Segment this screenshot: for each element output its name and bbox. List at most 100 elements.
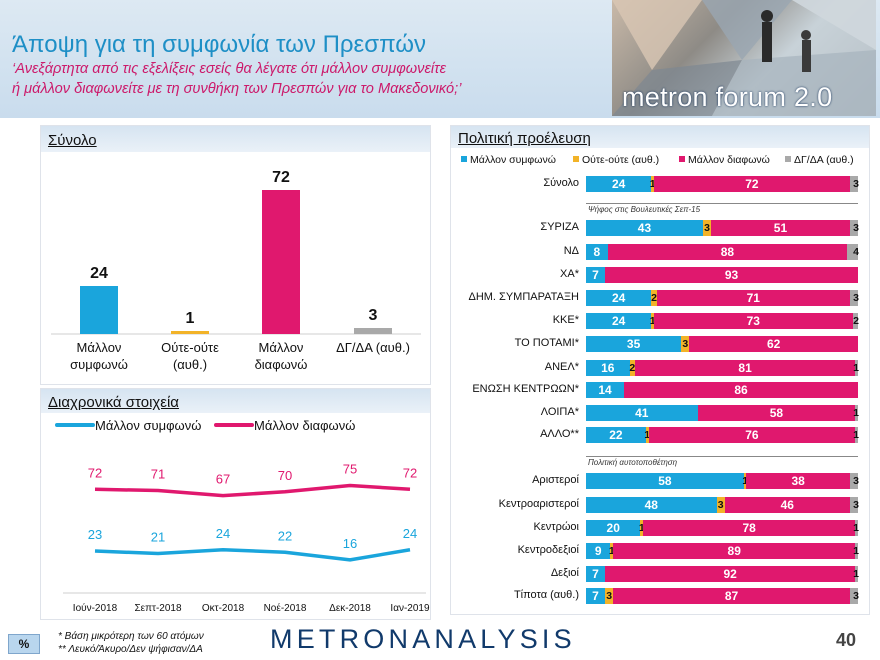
stack-segment (656, 290, 850, 306)
row-label: Δεξιοί (550, 567, 579, 579)
stack-segment (586, 220, 703, 236)
stack-segment (855, 543, 858, 559)
total-panel: Σύνολο 24 Μάλλον συμφωνώ 1 Ούτε-ούτε (αυθ.) 72… (40, 125, 431, 385)
group-separator (586, 203, 858, 204)
row-label: Κεντροαριστεροί (498, 498, 579, 510)
row-label: ΔΗΜ. ΣΥΜΠΑΡΑΤΑΞΗ (468, 291, 579, 303)
stack-segment (648, 427, 856, 443)
trend-x-tick: Ιαν-2019 (390, 603, 430, 614)
stack-segment-value: 1 (853, 522, 859, 534)
stack-segment (855, 566, 858, 582)
group-note: Ψήφος στις Βουλευτικές Σεπ-15 (588, 205, 701, 214)
legend-dk: ΔΓ/ΔΑ (αυθ.) (785, 154, 854, 166)
stack-segment (586, 497, 717, 513)
stack-segment (743, 473, 747, 489)
stack-segment (624, 382, 858, 398)
stack-segment-value: 58 (658, 474, 672, 488)
group-separator (586, 456, 858, 457)
trend-data-label: 24 (403, 526, 417, 541)
stack-segment-value: 3 (704, 222, 710, 234)
stack-segment (855, 360, 858, 376)
stack-segment (855, 520, 858, 536)
stack-segment (852, 313, 858, 329)
stack-segment (849, 176, 858, 192)
stack-segment (613, 588, 850, 604)
legend-agree: Μάλλον συμφωνώ (461, 154, 556, 166)
page-number: 40 (836, 630, 857, 650)
stack-segment (613, 543, 856, 559)
stack-segment-value: 3 (606, 590, 613, 602)
stack-segment (849, 220, 858, 236)
stack-segment (849, 290, 858, 306)
question-line-1: ‘Ανεξάρτητα από τις εξελίξεις εσείς θα λ… (12, 61, 446, 77)
total-bar (262, 190, 300, 334)
stack-segment-value: 1 (853, 362, 859, 374)
stack-segment (634, 360, 856, 376)
total-category-label: συμφωνώ (70, 357, 128, 372)
trend-x-tick: Ιούν-2018 (73, 602, 118, 614)
brand-logo-text: metron forum 2.0 (622, 82, 833, 112)
trend-series-line (94, 483, 411, 498)
trend-x-tick: Οκτ-2018 (202, 603, 245, 614)
trend-x-tick: Δεκ-2018 (329, 603, 371, 614)
total-category-label: Μάλλον (77, 340, 122, 355)
stack-segment-value: 1 (644, 429, 651, 441)
stack-segment-value: 1 (638, 522, 645, 534)
stack-segment (654, 176, 850, 192)
stack-segment-value: 3 (853, 178, 859, 190)
row-label: Τίποτα (αυθ.) (513, 589, 579, 601)
legend-disagree-swatch (679, 156, 685, 162)
trend-data-label: 67 (216, 472, 230, 487)
stack-segment-value: 24 (611, 177, 626, 191)
stack-segment (643, 520, 856, 536)
total-bar-value: 24 (90, 265, 108, 282)
stack-segment (605, 588, 614, 604)
stack-segment-value: 41 (635, 406, 649, 420)
trend-data-label: 22 (278, 528, 292, 543)
stack-segment (849, 497, 858, 513)
stack-segment-value: 35 (626, 337, 641, 351)
stack-segment (746, 473, 850, 489)
stack-segment (716, 497, 725, 513)
stack-segment (697, 405, 856, 421)
row-label: Σύνολο (543, 177, 579, 189)
stack-segment-value: 72 (745, 177, 759, 191)
stack-segment-value: 71 (746, 291, 760, 305)
stack-segment-value: 38 (791, 474, 805, 488)
legend-neutral-swatch (573, 156, 579, 162)
stack-segment (681, 336, 690, 352)
trend-x-tick: Σεπτ-2018 (134, 603, 182, 614)
stack-segment (651, 290, 657, 306)
stack-segment (645, 427, 649, 443)
stack-segment-value: 14 (598, 383, 612, 397)
stack-segment-value: 73 (746, 314, 760, 328)
stack-segment (605, 267, 858, 283)
row-label: ΑΝΕΛ* (544, 361, 579, 373)
row-label: Κεντροδεξιοί (517, 544, 579, 556)
stack-segment (586, 290, 652, 306)
total-category-label: Ούτε-ούτε (161, 340, 219, 355)
total-panel-band (41, 126, 430, 152)
legend-disagree-label: Μάλλον διαφωνώ (688, 154, 770, 166)
total-category-label: ΔΓ/ΔΑ (αυθ.) (336, 340, 410, 355)
trend-legend-label: Μάλλον διαφωνώ (254, 418, 355, 433)
stack-segment (702, 220, 712, 236)
stack-segment-value: 1 (649, 178, 656, 190)
stack-segment (586, 473, 744, 489)
trend-data-label: 23 (88, 527, 102, 542)
total-category-label: Μάλλον (259, 340, 304, 355)
stack-segment (586, 427, 646, 443)
stack-segment (605, 566, 856, 582)
stack-segment-value: 3 (853, 499, 859, 511)
origin-panel-band (451, 126, 869, 148)
header-photo-art (612, 0, 876, 116)
stack-segment-value: 1 (608, 545, 615, 557)
stack-segment-value: 93 (724, 268, 739, 282)
stack-segment-value: 58 (769, 406, 784, 420)
row-label: ΚΚΕ* (552, 314, 579, 326)
stack-segment-value: 1 (853, 429, 859, 441)
stack-segment-value: 1 (742, 475, 749, 487)
stack-segment (640, 520, 644, 536)
total-category-label: (αυθ.) (173, 357, 207, 372)
stack-segment (586, 566, 606, 582)
